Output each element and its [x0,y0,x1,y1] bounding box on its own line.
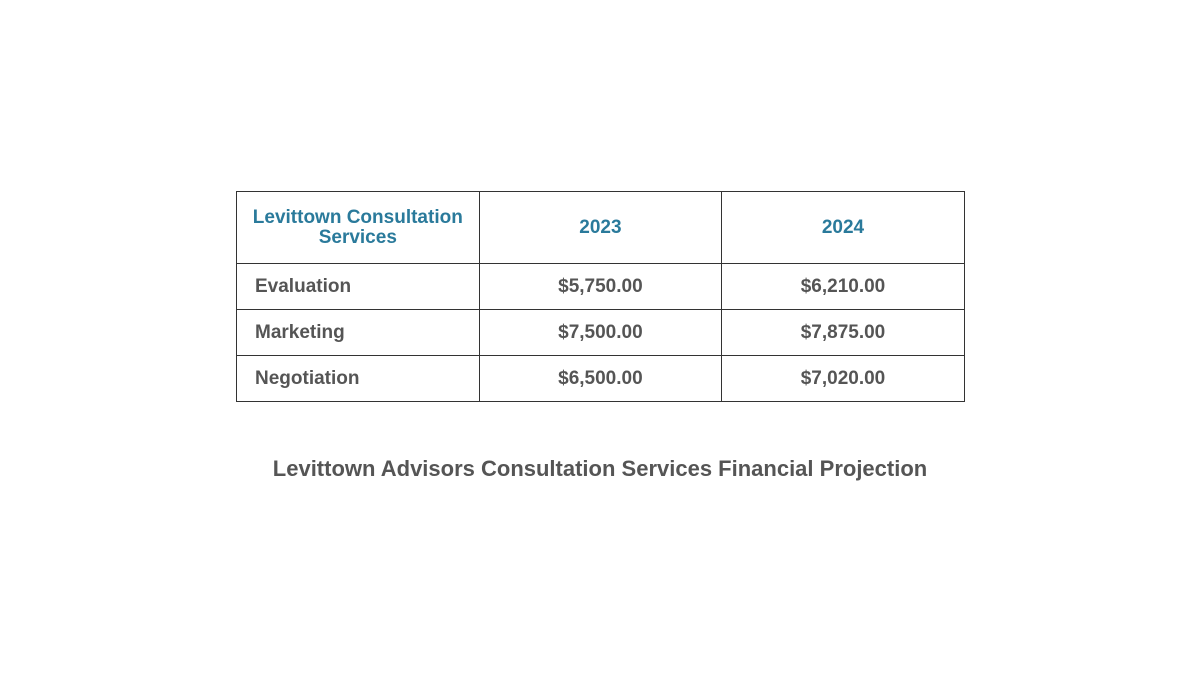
row-label-negotiation: Negotiation [236,355,480,402]
cell-marketing-2024: $7,875.00 [721,309,965,356]
table-row: Evaluation $5,750.00 $6,210.00 [236,263,965,310]
table-caption: Levittown Advisors Consultation Services… [272,456,928,481]
header-2023: 2023 [478,191,723,264]
table-row: Negotiation $6,500.00 $7,020.00 [236,355,965,402]
cell-negotiation-2024: $7,020.00 [721,355,965,402]
cell-evaluation-2024: $6,210.00 [721,263,965,310]
financial-projection-table: Levittown Consultation Services 2023 202… [236,191,965,402]
header-services: Levittown Consultation Services [236,191,480,264]
table-row: Marketing $7,500.00 $7,875.00 [236,309,965,356]
row-label-evaluation: Evaluation [236,263,480,310]
financial-table-container: Levittown Consultation Services 2023 202… [236,191,965,402]
header-2024: 2024 [721,191,965,264]
cell-evaluation-2023: $5,750.00 [478,263,723,310]
cell-marketing-2023: $7,500.00 [478,309,723,356]
cell-negotiation-2023: $6,500.00 [478,355,723,402]
row-label-marketing: Marketing [236,309,480,356]
table-header-row: Levittown Consultation Services 2023 202… [236,191,965,264]
